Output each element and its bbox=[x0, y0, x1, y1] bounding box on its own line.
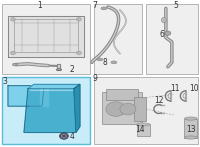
Circle shape bbox=[11, 18, 15, 21]
Bar bbox=[2, 4, 90, 74]
Bar bbox=[2, 77, 90, 144]
Text: 13: 13 bbox=[186, 125, 196, 134]
Bar bbox=[2, 77, 90, 144]
Text: 7: 7 bbox=[92, 1, 97, 10]
Bar bbox=[146, 4, 198, 74]
Circle shape bbox=[77, 51, 81, 55]
Circle shape bbox=[77, 18, 81, 21]
Text: 11: 11 bbox=[170, 84, 180, 93]
Ellipse shape bbox=[101, 7, 107, 10]
Ellipse shape bbox=[97, 58, 103, 61]
Polygon shape bbox=[28, 84, 80, 89]
Bar bbox=[106, 89, 138, 100]
Bar bbox=[102, 92, 142, 124]
Circle shape bbox=[11, 51, 15, 55]
Circle shape bbox=[60, 133, 68, 139]
Polygon shape bbox=[8, 86, 44, 106]
Bar bbox=[134, 97, 146, 121]
Text: 8: 8 bbox=[103, 58, 107, 67]
Circle shape bbox=[165, 31, 171, 35]
Polygon shape bbox=[24, 89, 76, 132]
Ellipse shape bbox=[137, 123, 150, 126]
Polygon shape bbox=[40, 89, 48, 106]
Polygon shape bbox=[74, 84, 80, 132]
Bar bbox=[137, 124, 150, 136]
Text: 9: 9 bbox=[92, 74, 97, 83]
Bar bbox=[184, 118, 197, 137]
Ellipse shape bbox=[184, 136, 197, 139]
Ellipse shape bbox=[161, 17, 166, 23]
Text: 2: 2 bbox=[70, 65, 74, 74]
Circle shape bbox=[106, 102, 126, 116]
Circle shape bbox=[120, 103, 136, 115]
Text: 14: 14 bbox=[135, 125, 145, 134]
Ellipse shape bbox=[111, 61, 117, 64]
Text: 3: 3 bbox=[3, 77, 7, 86]
Bar bbox=[94, 4, 142, 74]
Text: 5: 5 bbox=[173, 1, 178, 10]
Text: 6: 6 bbox=[159, 30, 164, 39]
Text: 10: 10 bbox=[189, 84, 199, 93]
Ellipse shape bbox=[184, 117, 197, 120]
Circle shape bbox=[62, 134, 66, 138]
Text: 4: 4 bbox=[70, 132, 74, 141]
Ellipse shape bbox=[12, 63, 17, 66]
Text: 1: 1 bbox=[38, 1, 42, 10]
Ellipse shape bbox=[56, 69, 62, 71]
Text: 12: 12 bbox=[154, 96, 164, 105]
Polygon shape bbox=[28, 92, 74, 130]
Bar bbox=[94, 77, 198, 144]
Polygon shape bbox=[8, 16, 84, 57]
